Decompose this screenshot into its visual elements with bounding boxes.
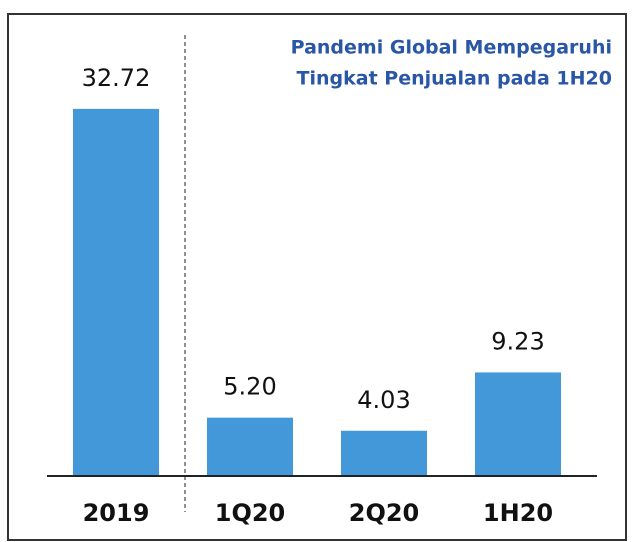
x-tick-label: 2Q20 — [349, 499, 420, 527]
x-tick-label: 1H20 — [483, 499, 553, 527]
chart-title: Pandemi Global Mempegaruhi — [291, 37, 612, 59]
x-tick-label: 1Q20 — [215, 499, 286, 527]
x-tick-label: 2019 — [83, 499, 150, 527]
chart-title: Tingkat Penjualan pada 1H20 — [297, 68, 612, 90]
bar — [207, 417, 293, 476]
bar — [475, 372, 561, 476]
data-label: 5.20 — [223, 373, 276, 401]
bar — [73, 108, 159, 477]
frame — [7, 13, 627, 541]
data-label: 32.72 — [82, 64, 151, 92]
data-label: 4.03 — [357, 386, 410, 414]
bar — [341, 430, 427, 476]
data-label: 9.23 — [491, 327, 544, 355]
